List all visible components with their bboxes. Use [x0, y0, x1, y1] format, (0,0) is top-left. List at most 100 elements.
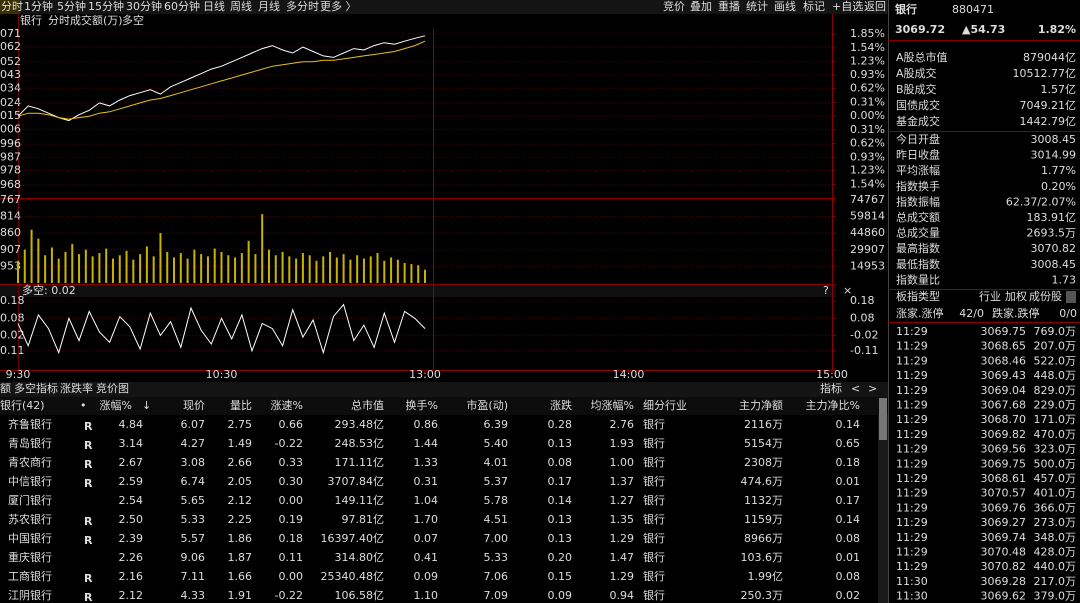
cell: 103.6万	[741, 551, 784, 564]
cell: 0.00	[279, 570, 304, 583]
volume-bar	[396, 259, 399, 283]
volume-bar	[57, 258, 60, 283]
period-tab[interactable]: 60分钟	[164, 0, 200, 13]
period-tab[interactable]: 多分时	[286, 0, 319, 13]
type-link[interactable]: 加权	[1005, 290, 1027, 303]
stock-name[interactable]: 齐鲁银行	[8, 417, 52, 431]
tool-button[interactable]: 统计	[746, 0, 768, 13]
column-header[interactable]: 换手%	[406, 398, 438, 412]
column-header[interactable]: 量比	[230, 399, 252, 412]
tab-tool[interactable]: >	[868, 382, 877, 395]
tick-volume: 428.0万	[1034, 546, 1077, 559]
stock-name[interactable]: 青农商行	[8, 455, 52, 469]
cell: 248.53亿	[335, 437, 385, 450]
period-tab[interactable]: 日线	[203, 0, 225, 13]
column-header[interactable]: 涨幅%	[100, 399, 132, 412]
chart-tab[interactable]: 成交额(万)	[70, 13, 123, 27]
stock-name[interactable]: 江阴银行	[8, 588, 52, 602]
column-header[interactable]: 涨速%	[271, 399, 303, 412]
scrollbar[interactable]	[878, 415, 888, 603]
tab-tool[interactable]: <	[851, 382, 860, 395]
stock-name[interactable]: 重庆银行	[8, 550, 52, 564]
stock-name[interactable]: 中国银行	[8, 531, 52, 545]
indicator-tab[interactable]: 涨跌率	[60, 381, 93, 395]
tool-button[interactable]: 重播	[718, 0, 740, 13]
cell: 0.65	[836, 437, 861, 450]
table-header-bg	[0, 397, 888, 415]
tick-time: 11:29	[896, 325, 928, 338]
cell: 0.17	[548, 475, 573, 488]
help-icon[interactable]: ?	[823, 284, 829, 297]
tab-tool[interactable]: 指标	[820, 381, 842, 395]
period-tab[interactable]: 月线	[258, 0, 280, 13]
column-header[interactable]: •	[80, 399, 87, 412]
column-header[interactable]: 银行(42)	[0, 398, 45, 412]
scroll-thumb[interactable]	[879, 398, 887, 440]
breadth-value: 42/0	[959, 307, 984, 320]
cell: 3707.84亿	[328, 475, 385, 488]
stat-value: 183.91亿	[1027, 211, 1077, 224]
volume-bar	[254, 254, 257, 283]
column-header[interactable]: 均涨幅%	[591, 399, 634, 412]
expand-button[interactable]	[1066, 291, 1076, 303]
cell: 5.78	[484, 494, 509, 507]
close-icon[interactable]: ×	[843, 284, 852, 297]
tool-button[interactable]: 返回	[864, 0, 886, 13]
period-tab[interactable]: 30分钟	[126, 0, 162, 13]
period-tab[interactable]: 周线	[230, 0, 252, 13]
volume-bar	[17, 260, 19, 283]
period-tab[interactable]: 1分钟	[24, 0, 53, 13]
tick-time: 11:29	[896, 546, 928, 559]
stock-name[interactable]: 厦门银行	[8, 493, 52, 507]
period-tab[interactable]: 15分钟	[88, 0, 124, 13]
cell: 0.15	[548, 570, 573, 583]
stock-name[interactable]: 工商银行	[8, 569, 52, 583]
column-header[interactable]: 涨跌	[550, 398, 572, 412]
indicator-tab[interactable]: 多空指标	[14, 381, 58, 395]
column-header[interactable]: ↓	[142, 399, 151, 412]
column-header[interactable]: 细分行业	[643, 399, 687, 412]
stat-label: 今日开盘	[896, 132, 940, 146]
tool-button[interactable]: +自选	[832, 0, 863, 13]
period-tab[interactable]: 更多 〉	[320, 0, 357, 13]
tick-volume: 366.0万	[1034, 501, 1077, 514]
volume-bar	[84, 249, 87, 283]
y2-tick-label: 0.62%	[850, 137, 885, 150]
column-header[interactable]: 主力净额	[739, 398, 783, 412]
tool-button[interactable]: 竞价	[663, 0, 685, 13]
indicator-tab[interactable]: 额	[0, 382, 11, 395]
y-tick-label: 062	[0, 40, 21, 53]
y-tick-label: 0.02	[0, 328, 25, 341]
y2-tick-label: 14953	[850, 259, 885, 272]
type-link[interactable]: 行业	[979, 290, 1001, 303]
stat-value: 1.73	[1052, 273, 1077, 286]
chart-tab[interactable]: 分时	[48, 14, 70, 27]
chart-tab[interactable]: 银行	[20, 13, 42, 27]
cell: 2.50	[119, 513, 144, 526]
column-header[interactable]: 总市值	[351, 398, 384, 412]
column-header[interactable]: 市盈(动)	[466, 398, 508, 412]
cell: 171.11亿	[335, 456, 385, 469]
indicator-tab[interactable]: 竞价图	[96, 381, 129, 395]
volume-bar	[247, 240, 250, 283]
cell: 0.13	[548, 437, 573, 450]
tool-button[interactable]: 标记	[803, 0, 825, 13]
cell: 1.93	[610, 437, 635, 450]
period-tab[interactable]: 5分钟	[57, 0, 86, 13]
column-header[interactable]: 主力净比%	[806, 398, 860, 412]
stock-name[interactable]: 中信银行	[8, 474, 52, 488]
flag: R	[84, 458, 93, 471]
tool-button[interactable]: 画线	[774, 0, 796, 13]
y2-tick-label: 0.31%	[850, 123, 885, 136]
cell: 0.17	[836, 494, 861, 507]
chart-tab[interactable]: 多空	[122, 13, 144, 27]
tool-button[interactable]: 叠加	[690, 0, 712, 13]
tick-time: 11:29	[896, 516, 928, 529]
period-tab[interactable]: 分时	[1, 0, 23, 13]
volume-bar	[166, 251, 169, 283]
stock-name[interactable]: 苏农银行	[8, 512, 52, 526]
column-header[interactable]: 现价	[183, 399, 205, 412]
type-link[interactable]: 成份股	[1029, 290, 1062, 303]
stock-name[interactable]: 青岛银行	[8, 436, 52, 450]
cell: 0.08	[548, 456, 573, 469]
